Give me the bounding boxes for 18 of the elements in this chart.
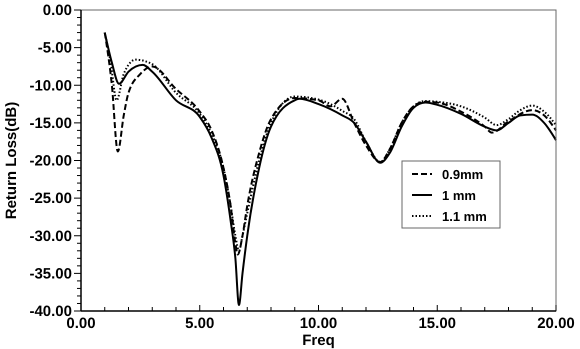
y-tick-label: -25.00 — [29, 190, 72, 208]
y-axis-title: Return Loss(dB) — [3, 102, 20, 220]
x-tick-label: 5.00 — [185, 315, 214, 332]
y-tick-label: -35.00 — [29, 265, 72, 282]
y-tick-label: -15.00 — [29, 114, 72, 132]
legend-label: 1 mm — [442, 188, 476, 203]
y-tick-label: -5.00 — [38, 40, 72, 57]
x-tick-label: 15.00 — [418, 315, 456, 332]
x-tick-label: 0.00 — [66, 315, 96, 332]
legend-label: 1.1 mm — [442, 209, 487, 224]
y-tick-label: -20.00 — [29, 152, 72, 170]
y-tick-label: 0.00 — [42, 2, 72, 19]
legend-label: 0.9mm — [442, 167, 484, 182]
x-axis-title: Freq — [302, 332, 335, 349]
y-tick-label: -30.00 — [29, 228, 72, 245]
x-tick-label: 20.00 — [537, 315, 575, 332]
y-tick-label: -10.00 — [29, 77, 72, 94]
x-tick-label: 10.00 — [300, 315, 338, 332]
